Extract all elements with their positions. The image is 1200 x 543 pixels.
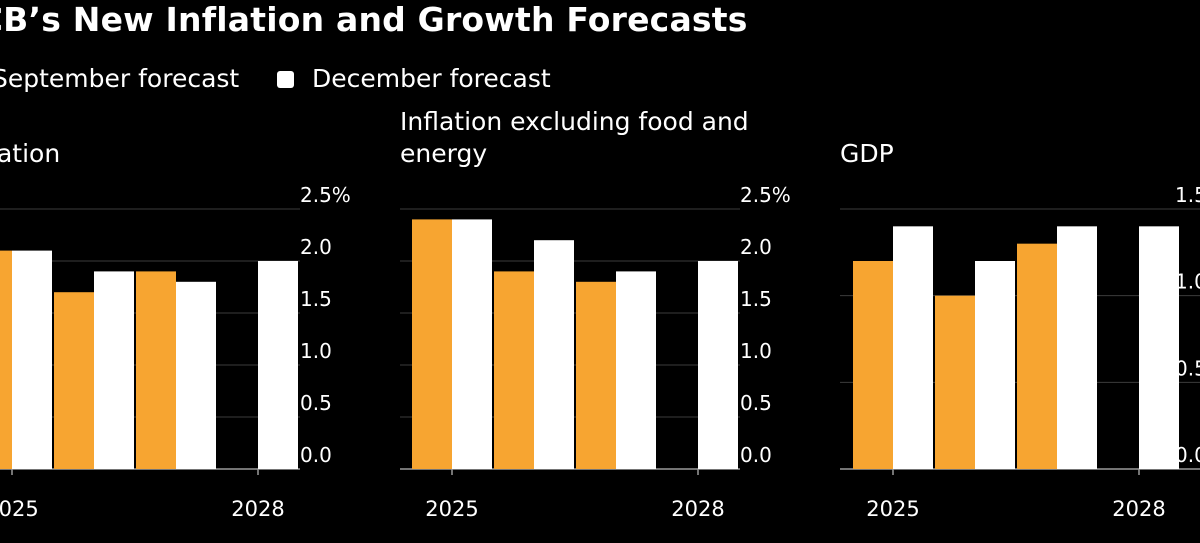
bar-september xyxy=(494,271,534,469)
x-tick-label: 2025 xyxy=(866,497,919,521)
bar-december xyxy=(616,271,656,469)
bar-december xyxy=(975,261,1015,469)
chart-title: ECB’s New Inflation and Growth Forecasts xyxy=(0,0,748,39)
bar-december xyxy=(452,219,492,469)
y-tick-label: 0.0 xyxy=(300,443,332,467)
bar-september xyxy=(0,250,12,469)
bar-december xyxy=(94,271,134,469)
bar-september xyxy=(412,219,452,469)
bar-december xyxy=(698,261,738,469)
y-tick-label: 2.0 xyxy=(300,235,332,259)
panel-title-core-inflation: Inflation excluding food and energy xyxy=(400,106,780,170)
legend-label-september: September forecast xyxy=(0,64,240,93)
panel-title-core-inflation-text: Inflation excluding food and energy xyxy=(400,107,749,168)
y-tick-label: 0.5 xyxy=(740,391,772,415)
x-tick-label: 2028 xyxy=(231,497,284,521)
legend: September forecast December forecast xyxy=(0,62,1200,96)
bar-september xyxy=(576,281,616,469)
bar-december xyxy=(12,250,52,469)
y-tick-label: 0.0 xyxy=(1175,443,1200,467)
panel-title-inflation: Inflation xyxy=(0,139,61,168)
y-tick-label: 0.5 xyxy=(1175,356,1200,380)
y-tick-label: 0.5 xyxy=(300,391,332,415)
legend-label-december: December forecast xyxy=(312,64,551,93)
legend-swatch-december xyxy=(277,71,294,88)
x-tick-label: 2028 xyxy=(671,497,724,521)
bar-september xyxy=(935,295,975,469)
bar-december xyxy=(1057,226,1097,469)
bar-september xyxy=(853,261,893,469)
bar-december xyxy=(1139,226,1179,469)
y-tick-label: 1.0 xyxy=(300,339,332,363)
y-tick-label: 2.0 xyxy=(740,235,772,259)
y-tick-label: 1.0 xyxy=(1175,270,1200,294)
panel-title-gdp: GDP xyxy=(840,139,894,168)
x-tick-label: 2028 xyxy=(1112,497,1165,521)
y-tick-label: 1.5 xyxy=(740,287,772,311)
bar-september xyxy=(54,292,94,469)
bar-december xyxy=(258,261,298,469)
x-tick-label: 2025 xyxy=(0,497,39,521)
bar-december xyxy=(893,226,933,469)
y-tick-label: 2.5% xyxy=(300,183,351,207)
bar-december xyxy=(534,240,574,469)
bar-september xyxy=(1017,243,1057,469)
bar-september xyxy=(136,271,176,469)
y-tick-label: 1.5 xyxy=(300,287,332,311)
y-tick-label: 1.0 xyxy=(740,339,772,363)
y-tick-label: 1.5% xyxy=(1175,183,1200,207)
y-tick-label: 2.5% xyxy=(740,183,791,207)
bar-december xyxy=(176,281,216,469)
y-tick-label: 0.0 xyxy=(740,443,772,467)
x-tick-label: 2025 xyxy=(425,497,478,521)
